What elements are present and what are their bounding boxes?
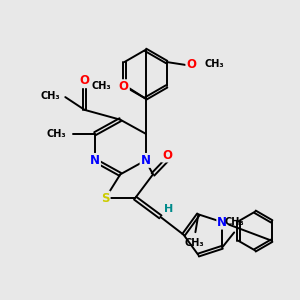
Text: O: O xyxy=(162,148,172,162)
Text: S: S xyxy=(101,192,110,205)
Text: CH₃: CH₃ xyxy=(204,59,224,69)
Text: N: N xyxy=(217,216,227,229)
Text: O: O xyxy=(186,58,196,71)
Text: CH₃: CH₃ xyxy=(40,91,60,100)
Text: O: O xyxy=(119,80,129,93)
Text: CH₃: CH₃ xyxy=(46,129,66,139)
Text: CH₃: CH₃ xyxy=(185,238,205,248)
Text: H: H xyxy=(164,204,173,214)
Text: O: O xyxy=(80,74,90,87)
Text: CH₃: CH₃ xyxy=(91,81,111,91)
Text: N: N xyxy=(90,154,100,167)
Text: CH₃: CH₃ xyxy=(225,217,244,227)
Text: N: N xyxy=(140,154,151,167)
